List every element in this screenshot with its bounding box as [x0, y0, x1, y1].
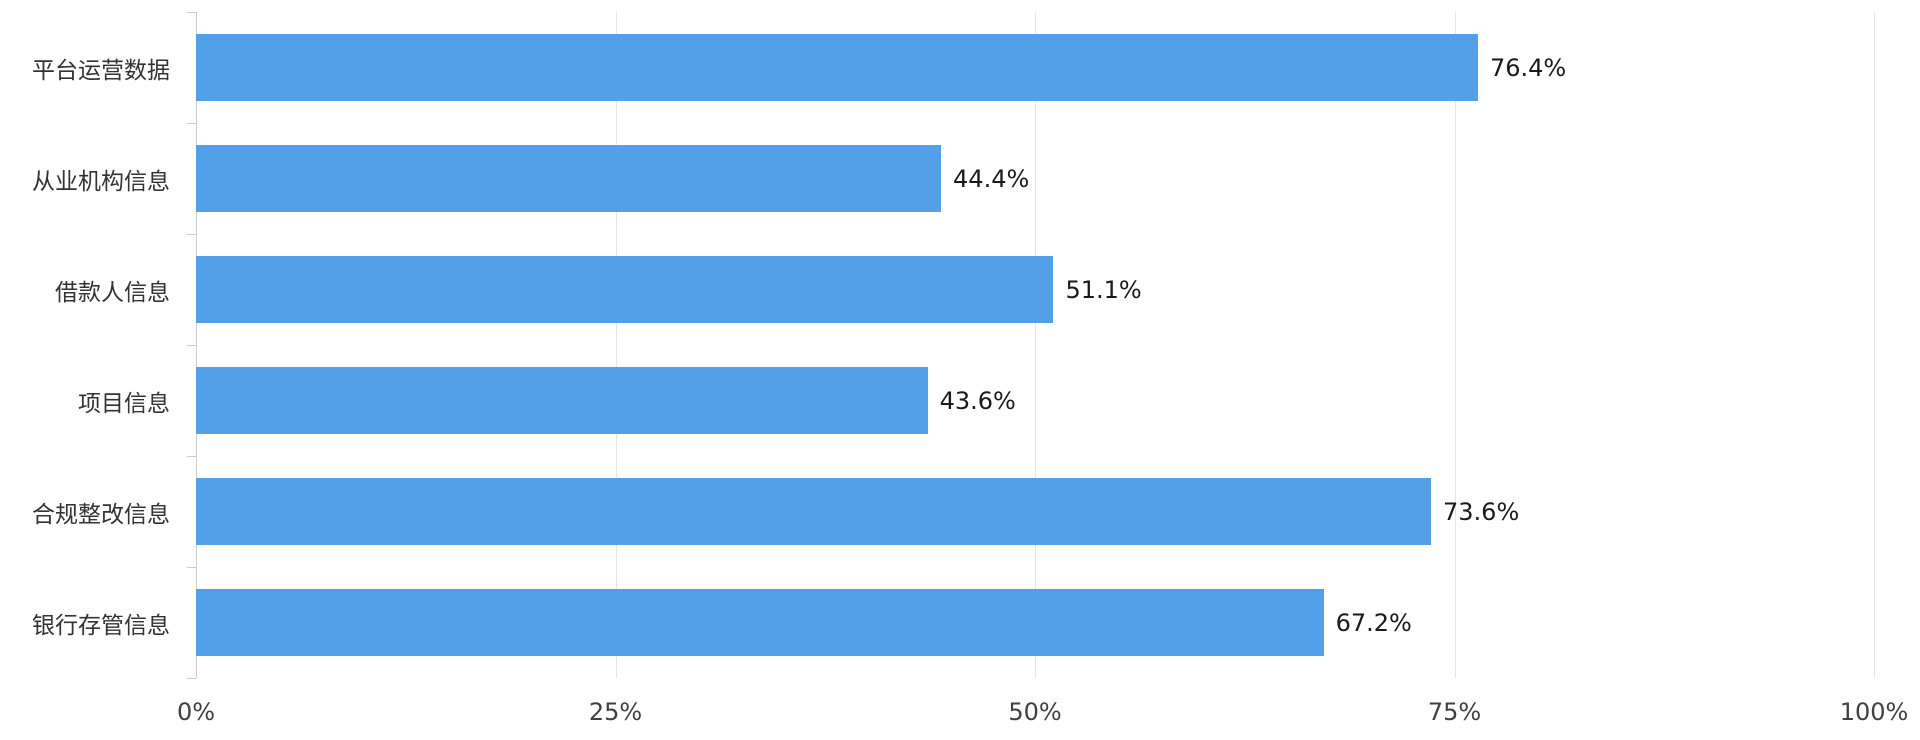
plot-area: 76.4% 44.4% 51.1% 43.6% 73.6% 67.2% [187, 12, 1875, 679]
y-axis-category-label: 银行存管信息 [32, 612, 170, 639]
y-axis-line [196, 12, 197, 678]
y-axis-category-label: 平台运营数据 [32, 57, 170, 84]
bar-row: 67.2% [196, 567, 1874, 678]
bar-value-label: 44.4% [953, 164, 1030, 193]
x-tick-label: 100% [1839, 698, 1909, 726]
y-axis-category-label: 借款人信息 [55, 279, 170, 306]
y-axis-tick [187, 567, 196, 568]
y-axis-tick [187, 345, 196, 346]
gridline [1874, 12, 1875, 678]
bar [196, 367, 928, 434]
y-axis-tick [187, 234, 196, 235]
y-axis-tick [187, 12, 196, 13]
x-tick-label: 50% [1008, 698, 1062, 726]
bar [196, 34, 1478, 101]
y-axis-labels: 平台运营数据 从业机构信息借款人信息项目信息合规整改信息 银行存管信息 [0, 12, 184, 678]
x-tick-label: 75% [1427, 698, 1482, 726]
bar-row: 76.4% [196, 12, 1874, 123]
bar [196, 478, 1431, 545]
y-axis-category-label: 合规整改信息 [32, 501, 170, 528]
bar-row: 44.4% [196, 123, 1874, 234]
bar [196, 256, 1054, 323]
x-tick-label: 25% [588, 698, 643, 726]
bar-value-label: 51.1% [1065, 275, 1142, 304]
bar-value-label: 73.6% [1443, 497, 1520, 526]
bar-row: 43.6% [196, 345, 1874, 456]
gridline [1454, 12, 1456, 678]
y-axis-tick [187, 678, 196, 679]
bar-row: 51.1% [196, 234, 1874, 345]
gridline [615, 12, 617, 678]
bar-row: 73.6% [196, 456, 1874, 567]
y-axis-tick [187, 123, 196, 124]
bar [196, 145, 942, 212]
y-axis-category-label: 从业机构信息 [32, 168, 170, 195]
bar-value-label: 76.4% [1489, 53, 1567, 82]
gridline [1035, 12, 1036, 678]
bar [196, 589, 1324, 656]
bar-value-label: 43.6% [939, 386, 1016, 415]
bar-value-label: 67.2% [1335, 608, 1412, 637]
x-axis: 0% 25% 50% 75% 100% [177, 690, 1908, 730]
x-tick-label: 0% [176, 698, 216, 726]
y-axis-category-label: 项目信息 [78, 390, 170, 417]
y-axis-tick [187, 456, 196, 457]
